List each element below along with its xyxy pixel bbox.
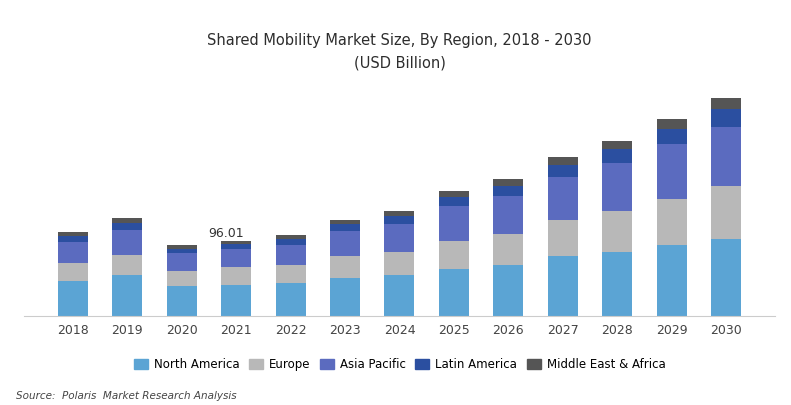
- Bar: [330, 224, 360, 231]
- Bar: [602, 252, 632, 316]
- Bar: [439, 241, 469, 269]
- Legend: North America, Europe, Asia Pacific, Latin America, Middle East & Africa: North America, Europe, Asia Pacific, Lat…: [129, 353, 670, 376]
- Bar: [657, 119, 687, 129]
- Bar: [494, 265, 524, 316]
- Bar: [58, 232, 88, 236]
- Title: Shared Mobility Market Size, By Region, 2018 - 2030
(USD Billion): Shared Mobility Market Size, By Region, …: [207, 33, 592, 70]
- Bar: [384, 252, 414, 275]
- Bar: [548, 256, 577, 316]
- Bar: [711, 98, 741, 109]
- Bar: [439, 207, 469, 241]
- Bar: [275, 235, 305, 239]
- Bar: [167, 253, 197, 271]
- Bar: [167, 286, 197, 316]
- Bar: [494, 179, 524, 186]
- Bar: [167, 245, 197, 249]
- Bar: [548, 177, 577, 220]
- Bar: [330, 278, 360, 316]
- Bar: [221, 244, 251, 249]
- Bar: [439, 197, 469, 207]
- Bar: [330, 231, 360, 256]
- Bar: [167, 249, 197, 253]
- Bar: [58, 281, 88, 316]
- Bar: [275, 245, 305, 265]
- Bar: [112, 223, 142, 230]
- Bar: [711, 109, 741, 127]
- Bar: [275, 265, 305, 283]
- Bar: [548, 220, 577, 256]
- Bar: [602, 162, 632, 211]
- Bar: [58, 264, 88, 281]
- Bar: [548, 157, 577, 165]
- Bar: [439, 269, 469, 316]
- Bar: [384, 216, 414, 224]
- Bar: [494, 234, 524, 265]
- Bar: [221, 241, 251, 244]
- Bar: [657, 144, 687, 198]
- Bar: [657, 245, 687, 316]
- Bar: [711, 239, 741, 316]
- Bar: [167, 271, 197, 286]
- Bar: [384, 224, 414, 252]
- Bar: [384, 275, 414, 316]
- Bar: [711, 127, 741, 186]
- Bar: [112, 230, 142, 255]
- Bar: [602, 211, 632, 252]
- Bar: [112, 218, 142, 223]
- Bar: [221, 285, 251, 316]
- Text: Source:  Polaris  Market Research Analysis: Source: Polaris Market Research Analysis: [16, 391, 237, 401]
- Bar: [602, 149, 632, 162]
- Bar: [275, 239, 305, 245]
- Bar: [657, 198, 687, 245]
- Bar: [548, 165, 577, 177]
- Bar: [439, 191, 469, 197]
- Bar: [58, 236, 88, 241]
- Bar: [330, 220, 360, 224]
- Bar: [494, 186, 524, 196]
- Bar: [112, 255, 142, 275]
- Bar: [384, 211, 414, 216]
- Bar: [275, 283, 305, 316]
- Bar: [711, 186, 741, 239]
- Text: 96.01: 96.01: [208, 227, 244, 240]
- Bar: [330, 256, 360, 278]
- Bar: [494, 196, 524, 234]
- Bar: [58, 241, 88, 264]
- Bar: [221, 249, 251, 267]
- Bar: [112, 275, 142, 316]
- Bar: [602, 141, 632, 149]
- Bar: [657, 129, 687, 144]
- Bar: [221, 267, 251, 285]
